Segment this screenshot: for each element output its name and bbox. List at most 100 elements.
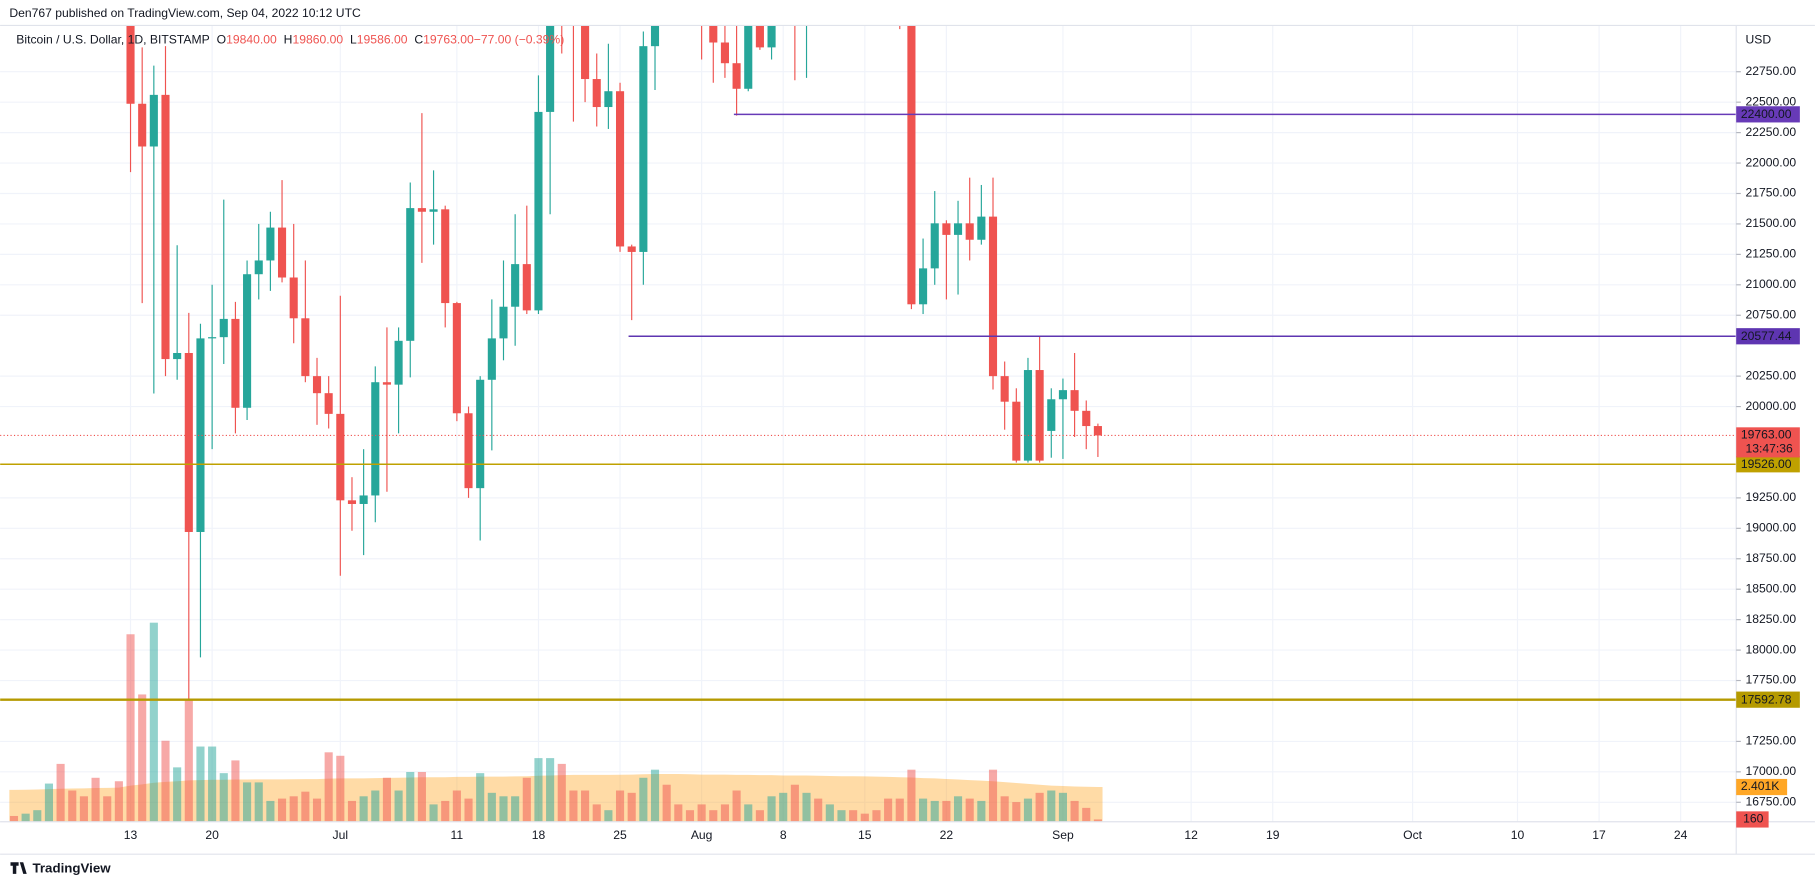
- volume-bar: [441, 800, 450, 822]
- brand[interactable]: TradingView: [32, 861, 111, 876]
- volume-bar: [429, 804, 438, 822]
- volume-bar: [581, 790, 590, 822]
- candle-body: [1082, 410, 1091, 427]
- level-label: 20577.44: [1741, 329, 1792, 343]
- volume-bar: [44, 783, 53, 822]
- x-tick-label: 12: [1184, 828, 1198, 842]
- volume-bar: [208, 746, 217, 822]
- candle-body: [965, 223, 974, 240]
- ohlc-value: 19586.00: [357, 33, 408, 47]
- y-tick-label: 22500.00: [1745, 94, 1796, 108]
- y-tick-label: 19250.00: [1745, 490, 1796, 504]
- volume-bar: [977, 800, 986, 822]
- volume-bar: [126, 634, 135, 822]
- candle-body: [615, 91, 625, 247]
- x-tick-label: 19: [1266, 828, 1280, 842]
- candle-body: [1093, 426, 1102, 436]
- candle-body: [138, 103, 147, 147]
- volume-bar: [56, 763, 65, 822]
- x-tick-label: 22: [940, 828, 954, 842]
- y-tick-label: 21000.00: [1745, 277, 1796, 291]
- volume-bar: [9, 815, 19, 822]
- volume-bar: [592, 804, 601, 822]
- grid: [0, 25, 1737, 822]
- volume-bar: [511, 796, 520, 822]
- volume-bar: [755, 810, 764, 822]
- y-tick-label: 21250.00: [1745, 247, 1796, 261]
- volume-bar: [709, 810, 718, 822]
- volume-bar: [114, 781, 123, 822]
- candle-body: [709, 25, 718, 43]
- x-tick-label: 17: [1592, 828, 1606, 842]
- volume-bar: [324, 752, 333, 822]
- volume-bar: [184, 700, 193, 822]
- volume-bar: [919, 798, 928, 822]
- volume-bar: [534, 758, 543, 822]
- candle-body: [406, 208, 415, 341]
- candle-body: [639, 46, 648, 252]
- published-note: Den767 published on TradingView.com, Sep…: [9, 6, 361, 20]
- y-tick-label: 18500.00: [1745, 581, 1796, 595]
- candle-body: [371, 382, 380, 496]
- x-tick-label: 10: [1511, 828, 1525, 842]
- level-label-box: [1736, 328, 1800, 345]
- x-tick-label: Oct: [1403, 828, 1423, 842]
- volume-bar: [1000, 796, 1009, 822]
- candle-body: [1070, 390, 1079, 411]
- x-tick-label: Sep: [1052, 828, 1074, 842]
- volume-bar: [1093, 819, 1102, 822]
- candle-body: [1035, 370, 1044, 461]
- candle-body: [650, 25, 660, 47]
- candle-body: [336, 413, 345, 501]
- candle-body: [977, 216, 986, 240]
- volume-bar: [930, 800, 939, 822]
- volume-bar: [872, 810, 881, 822]
- candle-body: [289, 277, 298, 319]
- candle-body: [476, 379, 485, 489]
- ohlc-value: 19840.00: [226, 33, 277, 47]
- countdown: 13:47:36: [1745, 442, 1793, 456]
- candle-body: [499, 306, 508, 339]
- x-tick-label: 15: [858, 828, 872, 842]
- volume-bar: [359, 796, 368, 822]
- axes: 16750.00 17000.00 17250.00 17750.00 18000.00…: [124, 64, 1800, 842]
- volume-bar: [371, 790, 380, 822]
- y-tick-label: 22250.00: [1745, 125, 1796, 139]
- volume-bar: [499, 796, 508, 822]
- volume-bar: [615, 790, 625, 822]
- x-tick-label: Aug: [691, 828, 713, 842]
- candle-body: [511, 264, 520, 307]
- level-label: 17592.78: [1741, 692, 1792, 706]
- x-tick-label: 18: [532, 828, 546, 842]
- plot-area: [0, 25, 1737, 822]
- volume-bar: [907, 769, 916, 822]
- symbol-title: Bitcoin / U.S. Dollar, 1D, BITSTAMP: [16, 33, 209, 47]
- candle-body: [720, 42, 729, 64]
- volume-bar: [884, 798, 893, 822]
- candle-body: [942, 223, 951, 235]
- volume-bar: [674, 804, 683, 822]
- volume-bar: [231, 760, 240, 822]
- volume-bar: [662, 784, 671, 822]
- candle-body: [417, 208, 426, 212]
- candle-body: [126, 25, 135, 104]
- candle-body: [301, 318, 310, 377]
- volume-bar: [487, 792, 496, 822]
- volume-bar: [604, 810, 613, 822]
- candle-body: [312, 376, 322, 394]
- volume-bar: [557, 763, 566, 822]
- x-tick-label: 13: [124, 828, 138, 842]
- volume-bar: [802, 792, 811, 822]
- volume-bar: [33, 810, 42, 822]
- candle-body: [1047, 399, 1056, 431]
- volume-bar: [1070, 800, 1079, 822]
- brand-logo: [10, 862, 27, 874]
- volume-bar: [289, 796, 298, 822]
- volume-bar: [277, 798, 287, 822]
- volume-bar: [394, 790, 403, 822]
- volume-bar: [312, 798, 322, 822]
- y-tick-label: 17750.00: [1745, 673, 1796, 687]
- volume-bar: [639, 777, 648, 822]
- candle-body: [254, 260, 263, 275]
